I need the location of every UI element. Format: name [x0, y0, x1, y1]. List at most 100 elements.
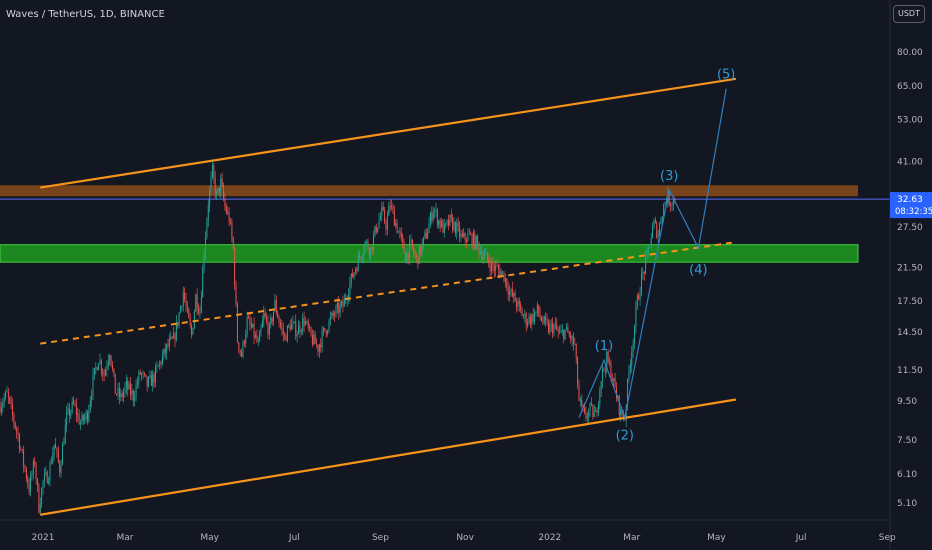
candle-body — [193, 311, 195, 329]
candle-body — [10, 400, 12, 405]
candle-body — [199, 312, 201, 314]
candle-body — [63, 443, 65, 445]
x-tick-label: 2022 — [538, 533, 561, 543]
candle-body — [396, 222, 398, 233]
candle-body — [59, 461, 61, 473]
candle-body — [481, 251, 483, 260]
candle-body — [350, 273, 352, 283]
candle-body — [286, 325, 288, 342]
support-zone — [0, 244, 859, 263]
candle-body — [414, 253, 416, 256]
x-tick-label: Sep — [879, 533, 896, 543]
candle-body — [479, 251, 481, 253]
candle-body — [198, 308, 200, 313]
candle-body — [445, 223, 447, 225]
candle-body — [566, 327, 567, 330]
candle-body — [593, 411, 595, 418]
x-tick-label: Nov — [456, 533, 474, 543]
candle-body — [3, 397, 5, 404]
candle-body — [402, 236, 404, 242]
candle-body — [75, 405, 77, 415]
candle-body — [457, 223, 459, 227]
candle-body — [77, 413, 79, 415]
candle-body — [657, 234, 659, 238]
candle-body — [527, 322, 529, 326]
candle-body — [378, 219, 380, 228]
candle-body — [189, 317, 191, 326]
candle-body — [175, 321, 177, 341]
candle-body — [171, 337, 173, 339]
candle-body — [35, 464, 37, 479]
candle-body — [273, 311, 275, 322]
candle-body — [309, 327, 311, 328]
candle-body — [249, 318, 251, 325]
candle-body — [452, 217, 454, 230]
candle-body — [535, 311, 537, 313]
candle-body — [579, 399, 581, 401]
candle-body — [50, 462, 52, 464]
candle-body — [24, 465, 26, 470]
candle-body — [228, 211, 230, 223]
candle-body — [321, 330, 323, 348]
candle-body — [70, 411, 72, 417]
candle-body — [513, 292, 515, 296]
candle-body — [546, 319, 548, 323]
y-tick-label: 6.10 — [897, 470, 917, 480]
candle-body — [274, 299, 276, 312]
candle-body — [389, 206, 391, 208]
candle-body — [52, 453, 54, 463]
currency-button[interactable]: USDT — [893, 5, 925, 23]
candle-body — [14, 422, 16, 429]
y-tick-label: 5.10 — [897, 499, 917, 509]
candle-body — [32, 461, 34, 475]
candle-body — [422, 236, 424, 244]
candle-body — [127, 380, 129, 390]
candle-body — [509, 291, 511, 295]
y-tick-label: 7.50 — [897, 436, 917, 446]
candle-body — [148, 377, 150, 387]
candle-body — [156, 366, 158, 368]
candle-body — [216, 192, 218, 194]
candle-body — [335, 306, 337, 316]
y-tick-label: 11.50 — [897, 366, 923, 376]
candle-body — [639, 293, 641, 300]
candle-body — [475, 236, 477, 249]
candle-body — [110, 355, 112, 366]
candle-body — [553, 324, 555, 334]
candle-body — [545, 316, 547, 320]
candle-body — [313, 334, 315, 345]
candle-body — [18, 434, 20, 450]
candle-body — [656, 222, 658, 238]
candle-body — [557, 329, 559, 332]
candle-body — [556, 324, 558, 330]
candle-body — [413, 247, 415, 254]
candle-body — [660, 221, 662, 224]
candle-body — [559, 331, 561, 333]
candle-body — [463, 233, 465, 237]
candle-body — [352, 273, 354, 278]
candle-body — [532, 314, 534, 322]
wave-label-3: (3) — [660, 169, 678, 184]
candle-body — [143, 372, 145, 375]
candle-body — [431, 212, 433, 221]
candle-body — [377, 227, 379, 233]
y-tick-label: 27.50 — [897, 223, 923, 233]
candle-body — [195, 294, 197, 312]
candle-body — [61, 444, 63, 466]
candle-body — [531, 314, 533, 325]
candle-body — [420, 246, 422, 254]
candle-body — [71, 401, 73, 412]
candle-body — [647, 247, 649, 250]
candle-body — [281, 326, 283, 329]
candle-body — [161, 355, 163, 364]
wave-path — [578, 88, 727, 420]
candle-body — [180, 306, 181, 313]
candle-body — [314, 334, 316, 344]
candle-body — [356, 269, 358, 272]
candle-body — [174, 333, 176, 341]
candle-body — [191, 325, 193, 335]
candle-body — [89, 400, 91, 410]
candle-body — [368, 248, 370, 256]
candle-body — [259, 331, 261, 342]
